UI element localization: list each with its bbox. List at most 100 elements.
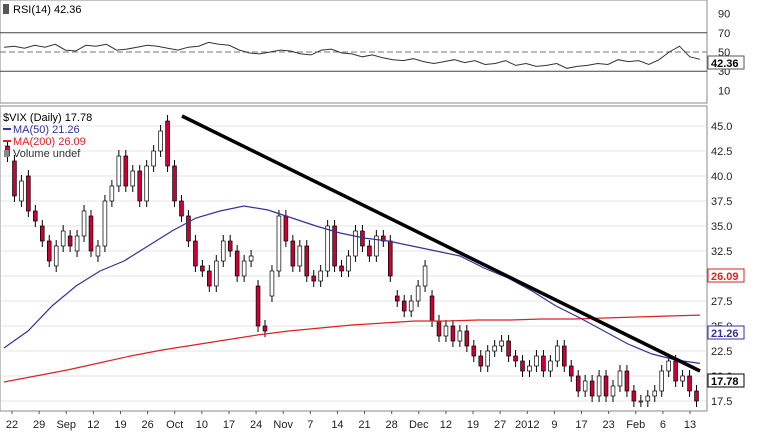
candle-down bbox=[67, 235, 73, 247]
candle-down bbox=[12, 160, 17, 197]
price-legend: $VIX (Daily) 17.78 MA(50) 21.26 MA(200) … bbox=[3, 112, 92, 160]
candle-up bbox=[408, 300, 414, 312]
candle-down bbox=[401, 300, 407, 312]
candle-up bbox=[318, 270, 323, 282]
candle-up bbox=[158, 130, 163, 152]
legend-volume-swatch bbox=[4, 150, 9, 157]
x-tick-label: 28 bbox=[386, 419, 398, 431]
candle-up bbox=[81, 210, 87, 237]
price-panel-frame bbox=[0, 105, 708, 412]
price-y-tick-label: 42.5 bbox=[711, 146, 732, 158]
candle-down bbox=[478, 355, 484, 367]
x-tick-label: 22 bbox=[6, 419, 18, 431]
x-tick-label: 23 bbox=[603, 419, 615, 431]
x-tick-label: 9 bbox=[551, 419, 557, 431]
trendline-layer bbox=[181, 114, 701, 373]
candle-down bbox=[624, 370, 630, 392]
candle-down bbox=[332, 225, 337, 267]
candle-up bbox=[485, 350, 490, 367]
candle-down bbox=[339, 265, 344, 272]
candle-up bbox=[353, 230, 358, 257]
x-tick-label: Feb bbox=[626, 419, 645, 431]
candle-down bbox=[436, 320, 442, 337]
x-tick-label: 27 bbox=[494, 419, 506, 431]
candle-down bbox=[255, 285, 261, 327]
candle-down bbox=[165, 120, 170, 167]
candle-down bbox=[227, 240, 233, 252]
candle-up bbox=[548, 360, 553, 372]
rsi-y-tick-label: 90 bbox=[718, 9, 730, 21]
candle-up bbox=[666, 360, 671, 372]
price-y-ticks: 45.042.540.037.535.032.530.027.525.022.5… bbox=[711, 121, 732, 408]
candle-up bbox=[499, 340, 504, 347]
x-tick-label: 17 bbox=[223, 419, 235, 431]
candle-down bbox=[568, 365, 574, 377]
x-tick-label: 7 bbox=[307, 419, 313, 431]
x-tick-label: 19 bbox=[467, 419, 479, 431]
candle-down bbox=[673, 360, 678, 382]
last-price-badge: 17.78 bbox=[707, 373, 745, 388]
candle-down bbox=[450, 325, 456, 342]
x-tick-label: Sep bbox=[56, 419, 76, 431]
ma200-badge-box bbox=[707, 268, 745, 283]
candle-down bbox=[46, 240, 52, 262]
price-y-tick-label: 27.5 bbox=[711, 296, 732, 308]
ma50-badge: 21.26 bbox=[707, 325, 745, 340]
x-tick-label: 24 bbox=[250, 419, 262, 431]
candle-up bbox=[596, 375, 602, 397]
candle-down bbox=[506, 340, 511, 357]
candle-down bbox=[262, 325, 268, 332]
x-tick-label: 14 bbox=[331, 419, 343, 431]
x-tick-label: 26 bbox=[141, 419, 153, 431]
candle-up bbox=[276, 215, 282, 272]
candle-up bbox=[220, 240, 226, 262]
x-tick-label: Dec bbox=[409, 419, 429, 431]
rsi-line bbox=[3, 41, 701, 69]
x-tick-label: Oct bbox=[166, 419, 183, 431]
price-y-tick-label: 40.0 bbox=[711, 171, 732, 183]
candle-up bbox=[659, 370, 664, 392]
candle-down bbox=[429, 295, 435, 322]
candle-up bbox=[415, 285, 421, 302]
candle-up bbox=[102, 200, 108, 247]
legend-ma200: MA(200) 26.09 bbox=[13, 136, 86, 148]
candle-down bbox=[520, 360, 525, 372]
candle-down bbox=[589, 380, 595, 397]
candle-down bbox=[394, 295, 400, 302]
x-tick-label: 10 bbox=[196, 419, 208, 431]
x-tick-label: 19 bbox=[114, 419, 126, 431]
price-y-tick-label: 45.0 bbox=[711, 121, 732, 133]
rsi-label-text: RSI(14) 42.36 bbox=[13, 4, 81, 16]
candle-down bbox=[541, 355, 546, 372]
candle-down bbox=[234, 250, 240, 277]
moving-averages-layer bbox=[3, 205, 701, 383]
candle-up bbox=[325, 225, 330, 272]
candle-up bbox=[555, 345, 560, 362]
candle-up bbox=[346, 255, 351, 272]
ma50-badge-box bbox=[707, 325, 745, 340]
x-tick-label: 12 bbox=[87, 419, 99, 431]
candle-up bbox=[534, 355, 539, 367]
candle-up bbox=[443, 325, 449, 337]
candle-down bbox=[172, 165, 177, 202]
candle-up bbox=[241, 260, 247, 277]
trendline bbox=[181, 114, 701, 373]
last-badge-box bbox=[707, 373, 745, 388]
price-y-tick-label: 22.5 bbox=[711, 346, 732, 358]
candle-up bbox=[652, 390, 658, 397]
rsi-y-tick-label: 10 bbox=[718, 85, 730, 97]
candle-down bbox=[193, 240, 198, 267]
candle-down bbox=[179, 200, 184, 217]
candle-up bbox=[144, 165, 149, 202]
legend-ma50: MA(50) 21.26 bbox=[13, 124, 80, 136]
candle-down bbox=[290, 240, 296, 267]
rsi-y-tick-label: 70 bbox=[718, 28, 730, 40]
ma200-badge-text: 26.09 bbox=[711, 271, 739, 283]
candle-down bbox=[471, 345, 477, 357]
x-tick-label: 21 bbox=[358, 419, 370, 431]
rsi-badge-box bbox=[707, 55, 745, 70]
candle-up bbox=[680, 375, 685, 382]
legend-volume: Volume undef bbox=[13, 148, 81, 160]
rsi-label: RSI(14) 42.36 bbox=[3, 4, 81, 16]
rsi-badge-text: 42.36 bbox=[711, 58, 739, 70]
